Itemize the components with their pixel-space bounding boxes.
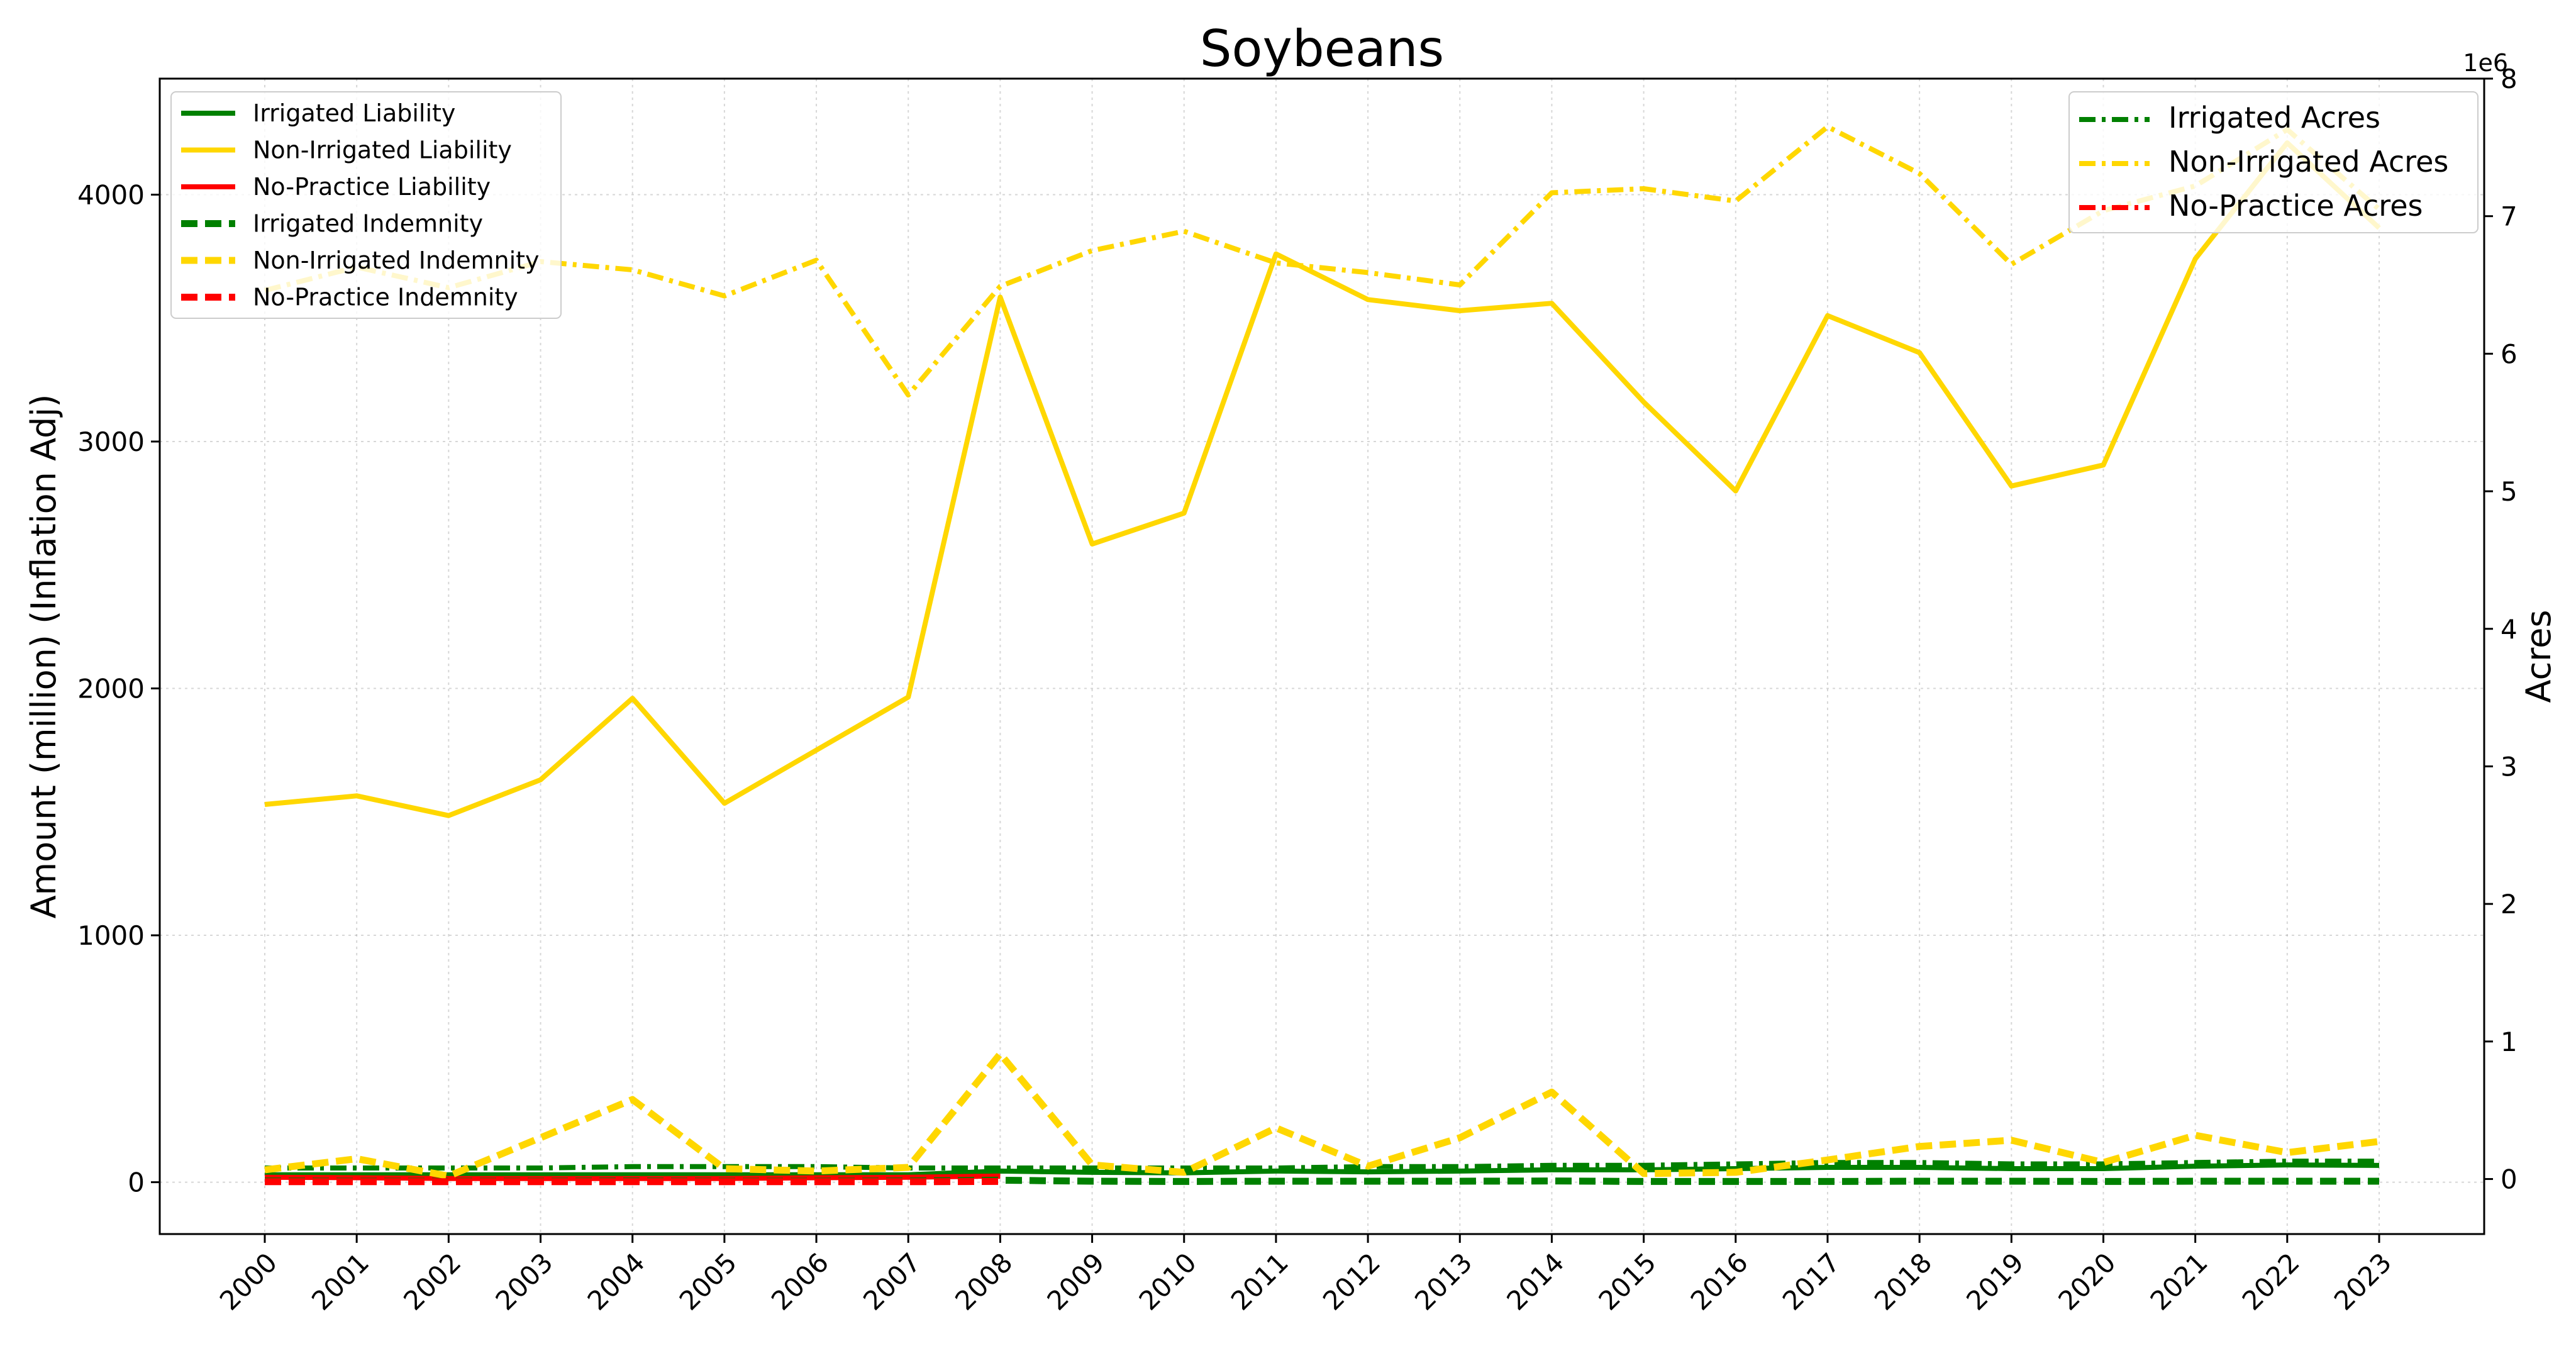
legend-label: Non-Irrigated Indemnity bbox=[253, 247, 540, 274]
non-irrigated-indemnity-line bbox=[264, 1050, 2380, 1180]
legend-label: No-Practice Indemnity bbox=[253, 284, 518, 311]
y-axis-label: Amount (million) (Inflation Adj) bbox=[24, 394, 64, 919]
legend-label: No-Practice Liability bbox=[253, 173, 491, 201]
legend-label: Irrigated Acres bbox=[2168, 101, 2380, 135]
y2-tick-label: 4 bbox=[2501, 614, 2518, 645]
legend-label: Irrigated Indemnity bbox=[253, 210, 483, 238]
y2-tick-label: 7 bbox=[2501, 201, 2518, 232]
y-tick-label: 2000 bbox=[77, 674, 145, 704]
y-tick-label: 0 bbox=[128, 1167, 145, 1198]
legend-left-box bbox=[170, 91, 562, 319]
non-irrigated-liability-line bbox=[264, 140, 2381, 818]
y2-tick-label: 0 bbox=[2501, 1164, 2518, 1195]
irrigated-liability-line bbox=[265, 1162, 2380, 1177]
y2-tick-label: 6 bbox=[2501, 338, 2518, 369]
legend-label: Non-Irrigated Liability bbox=[253, 136, 512, 164]
y-tick-label: 1000 bbox=[77, 920, 145, 951]
legend-label: No-Practice Acres bbox=[2168, 189, 2423, 223]
y2-tick-label: 3 bbox=[2501, 751, 2518, 782]
y2-offset-text: 1e6 bbox=[2463, 49, 2508, 77]
irrigated-indemnity-line bbox=[264, 1176, 2379, 1185]
legend-label: Non-Irrigated Acres bbox=[2168, 145, 2448, 179]
y2-tick-label: 2 bbox=[2501, 889, 2518, 920]
y2-axis-label: Acres bbox=[2519, 609, 2558, 703]
y-tick-label: 4000 bbox=[77, 179, 145, 210]
non-irrigated-acres-line bbox=[264, 124, 2381, 398]
plot-frame bbox=[158, 77, 2485, 1235]
series-lines bbox=[264, 124, 2381, 1186]
legend-label: Irrigated Liability bbox=[253, 99, 455, 127]
irrigated-acres-line bbox=[265, 1159, 2379, 1171]
y-tick-label: 3000 bbox=[77, 426, 145, 457]
y2-tick-label: 5 bbox=[2501, 476, 2518, 507]
chart-title: Soybeans bbox=[1200, 19, 1444, 78]
legend-left: Irrigated Liability Non-Irrigated Liabili… bbox=[170, 91, 562, 319]
y2-tick-label: 1 bbox=[2501, 1026, 2518, 1057]
legend-right-box bbox=[2068, 91, 2479, 233]
legend-right: Irrigated Acres Non-Irrigated Acres No-Pra… bbox=[2068, 91, 2479, 233]
y2-tick-label: 8 bbox=[2501, 64, 2518, 94]
